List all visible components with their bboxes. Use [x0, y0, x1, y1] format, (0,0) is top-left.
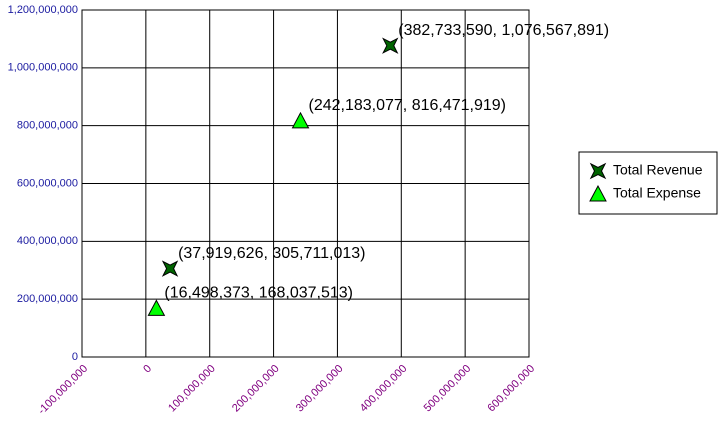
x-tick-label: -100,000,000 — [36, 363, 90, 417]
star-marker — [161, 260, 179, 277]
legend-label: Total Expense — [613, 185, 701, 201]
y-tick-label: 200,000,000 — [17, 293, 78, 305]
y-tick-label: 800,000,000 — [17, 120, 78, 132]
data-label: (37,919,626, 305,711,013) — [178, 245, 365, 262]
data-label: (16,498,373, 168,037,513) — [164, 285, 353, 302]
y-tick-label: 0 — [72, 351, 78, 363]
triangle-marker — [589, 184, 607, 202]
plot-border — [81, 9, 530, 358]
x-tick-label: 400,000,000 — [358, 363, 410, 415]
star-marker — [382, 37, 399, 54]
x-tick-label: 200,000,000 — [230, 363, 282, 415]
legend-box — [578, 151, 718, 215]
triangle-marker — [147, 299, 166, 316]
legend-label: Total Revenue — [613, 162, 703, 178]
y-tick-label: 600,000,000 — [17, 177, 78, 189]
data-label: (382,733,590, 1,076,567,891) — [398, 22, 609, 39]
x-tick-label: 500,000,000 — [422, 363, 474, 415]
triangle-marker — [291, 111, 310, 129]
y-tick-label: 1,200,000,000 — [8, 4, 78, 16]
star-marker — [589, 162, 607, 180]
data-label: (242,183,077, 816,471,919) — [309, 97, 507, 114]
x-tick-label: 300,000,000 — [294, 363, 346, 415]
y-tick-label: 1,000,000,000 — [8, 62, 78, 74]
x-tick-label: 100,000,000 — [166, 363, 218, 415]
x-tick-label: 0 — [141, 363, 154, 376]
x-tick-label: 600,000,000 — [485, 363, 537, 415]
y-tick-label: 400,000,000 — [17, 235, 78, 247]
